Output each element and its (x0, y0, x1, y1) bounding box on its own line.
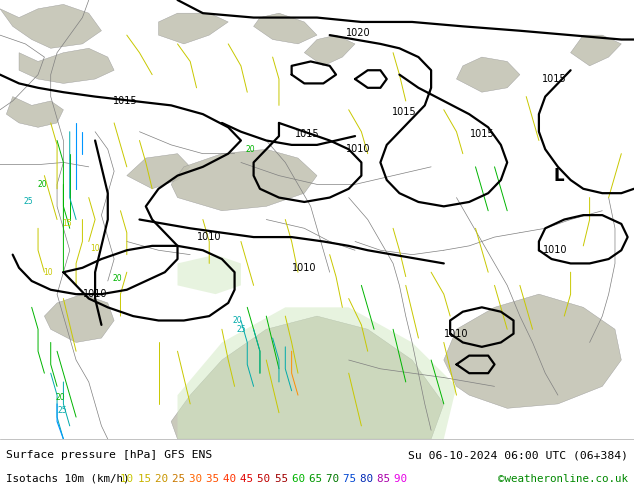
Text: 75: 75 (343, 474, 363, 484)
Polygon shape (44, 294, 114, 343)
Polygon shape (158, 13, 228, 44)
Text: 20: 20 (112, 274, 122, 283)
Text: 35: 35 (206, 474, 226, 484)
Text: 30: 30 (189, 474, 209, 484)
Polygon shape (19, 49, 114, 83)
Text: 90: 90 (394, 474, 414, 484)
Polygon shape (254, 13, 317, 44)
Text: 25: 25 (172, 474, 191, 484)
Text: 1015: 1015 (392, 107, 417, 117)
Polygon shape (444, 294, 621, 408)
Polygon shape (6, 97, 63, 127)
Text: 20: 20 (55, 393, 65, 402)
Text: 20: 20 (233, 316, 243, 325)
Text: 1015: 1015 (470, 129, 494, 139)
Text: 60: 60 (292, 474, 311, 484)
Text: 10: 10 (90, 244, 100, 252)
Text: 25: 25 (23, 197, 34, 206)
Text: 45: 45 (240, 474, 260, 484)
Text: Isotachs 10m (km/h): Isotachs 10m (km/h) (6, 474, 136, 484)
Text: 50: 50 (257, 474, 277, 484)
Text: 10: 10 (120, 474, 140, 484)
Text: Su 06-10-2024 06:00 UTC (06+384): Su 06-10-2024 06:00 UTC (06+384) (408, 450, 628, 460)
Text: 85: 85 (377, 474, 397, 484)
Text: 10: 10 (42, 268, 53, 277)
Text: 55: 55 (275, 474, 294, 484)
Text: L: L (554, 167, 564, 185)
Polygon shape (0, 4, 101, 49)
Text: 1020: 1020 (346, 28, 370, 38)
Text: 1010: 1010 (292, 263, 316, 273)
Text: 40: 40 (223, 474, 243, 484)
Text: 70: 70 (326, 474, 346, 484)
Text: 1010: 1010 (83, 289, 107, 299)
Text: 25: 25 (236, 325, 246, 334)
Text: 1010: 1010 (197, 232, 221, 242)
Text: 1015: 1015 (113, 96, 137, 106)
Polygon shape (178, 307, 456, 439)
Polygon shape (171, 149, 317, 211)
Text: 15: 15 (138, 474, 157, 484)
Text: 15: 15 (61, 220, 72, 228)
Text: 1015: 1015 (543, 74, 567, 84)
Text: 1010: 1010 (444, 329, 469, 339)
Text: 65: 65 (309, 474, 328, 484)
Polygon shape (304, 35, 355, 66)
Text: 20: 20 (37, 180, 47, 189)
Polygon shape (178, 255, 241, 294)
Polygon shape (456, 57, 520, 92)
Text: Surface pressure [hPa] GFS ENS: Surface pressure [hPa] GFS ENS (6, 450, 212, 460)
Text: 20: 20 (155, 474, 174, 484)
Text: 1010: 1010 (543, 245, 567, 255)
Polygon shape (571, 35, 621, 66)
Text: 1015: 1015 (295, 129, 320, 139)
Text: 25: 25 (57, 406, 67, 415)
Text: 80: 80 (360, 474, 380, 484)
Text: ©weatheronline.co.uk: ©weatheronline.co.uk (498, 474, 628, 484)
Polygon shape (127, 154, 190, 189)
Text: 1010: 1010 (346, 144, 370, 154)
Polygon shape (171, 316, 444, 439)
Text: 20: 20 (245, 145, 256, 154)
